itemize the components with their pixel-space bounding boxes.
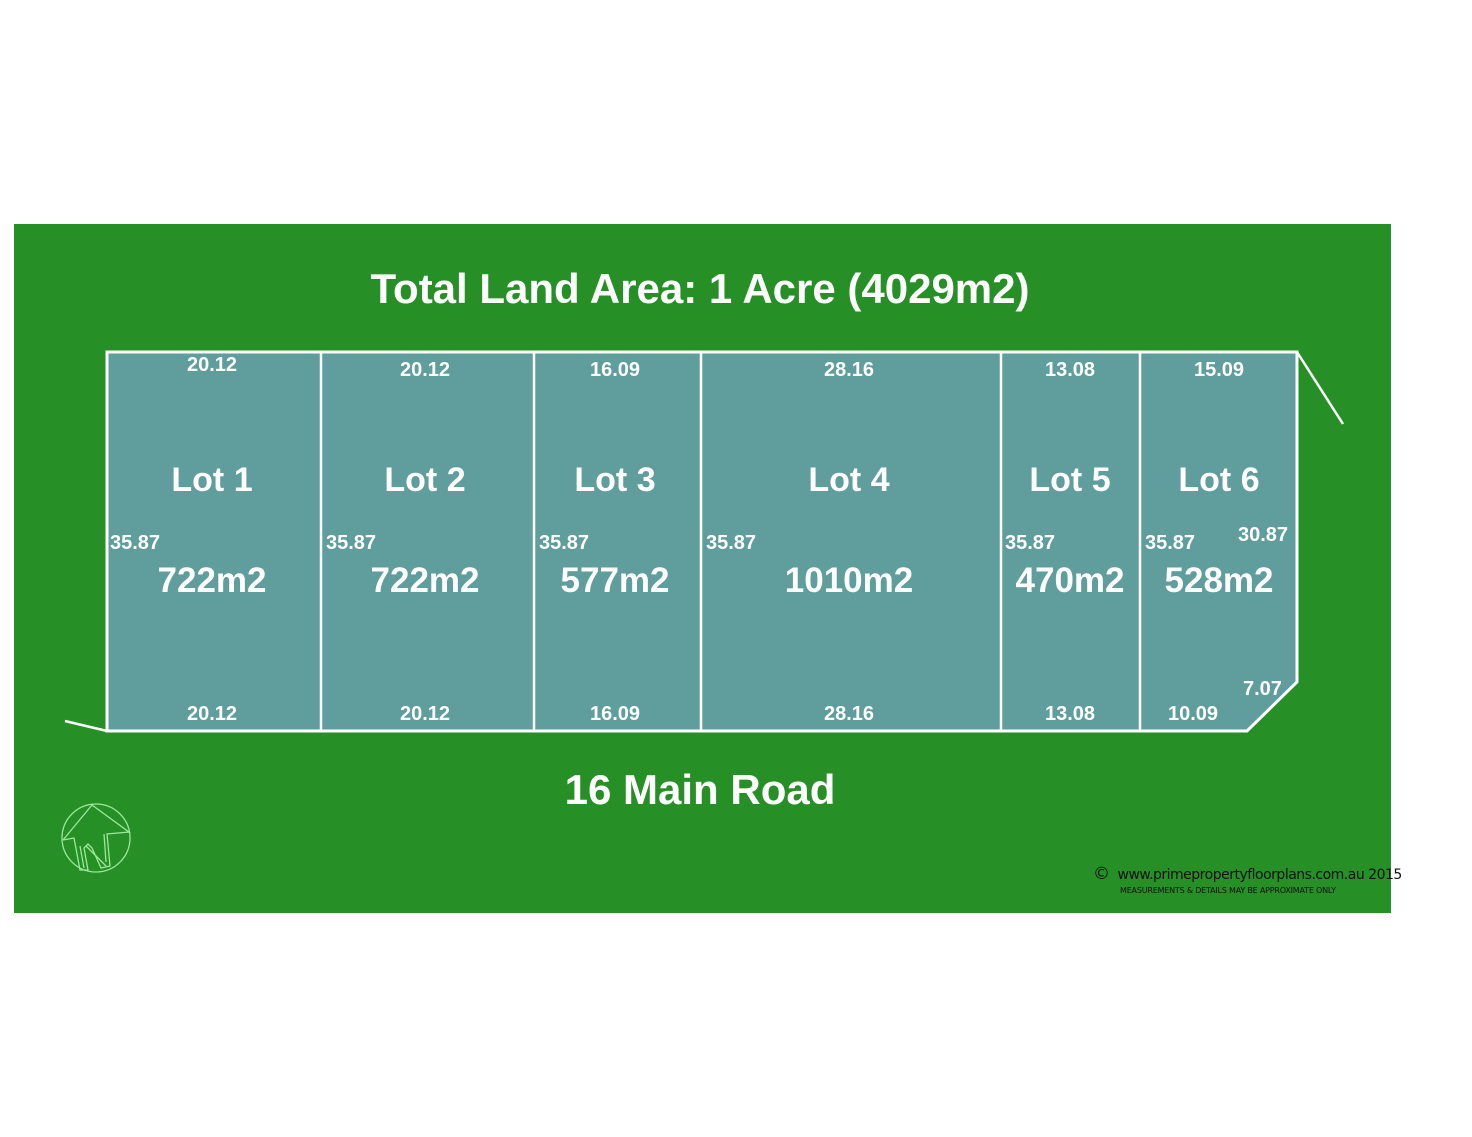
lot-name: Lot 2 (384, 461, 466, 499)
right-side-dimension: 30.87 (1238, 524, 1289, 546)
boundary-extension-right (1295, 351, 1345, 425)
road-label: 16 Main Road (564, 766, 836, 813)
side-dimension: 35.87 (1005, 532, 1056, 554)
north-arrow-icon (61, 803, 131, 873)
disclaimer-text: MEASUREMENTS & DETAILS MAY BE APPROXIMAT… (1120, 886, 1336, 895)
lot-name: Lot 5 (1029, 461, 1111, 499)
top-dimension: 28.16 (823, 359, 875, 381)
bottom-dimension: 20.12 (186, 703, 238, 725)
lot-name: Lot 6 (1178, 461, 1260, 499)
side-dimension: 35.87 (1145, 532, 1196, 554)
copyright-icon: © (1093, 864, 1110, 884)
bottom-dimension: 16.09 (589, 703, 641, 725)
side-dimension: 35.87 (110, 532, 161, 554)
top-dimension: 20.12 (186, 354, 238, 376)
copyright-line: © www.primepropertyfloorplans.com.au 2015 (1093, 864, 1402, 884)
side-dimension: 35.87 (326, 532, 377, 554)
boundary-extension-left (64, 719, 108, 733)
top-dimension: 15.09 (1193, 359, 1245, 381)
side-dimension: 35.87 (539, 532, 590, 554)
top-dimension: 20.12 (399, 359, 451, 381)
bottom-dimension: 20.12 (399, 703, 451, 725)
top-dimension: 16.09 (589, 359, 641, 381)
lot-name: Lot 4 (808, 461, 890, 499)
top-dimension: 13.08 (1044, 359, 1096, 381)
lot-area: 470m2 (1015, 561, 1125, 600)
side-dimension: 35.87 (706, 532, 757, 554)
bottom-dimension: 13.08 (1044, 703, 1096, 725)
page-title: Total Land Area: 1 Acre (4029m2) (370, 265, 1030, 312)
website-text: www.primepropertyfloorplans.com.au 2015 (1117, 867, 1403, 883)
lot-area: 722m2 (157, 561, 267, 600)
lot-name: Lot 3 (574, 461, 656, 499)
bottom-dimension: 28.16 (823, 703, 875, 725)
bottom-dimension: 10.09 (1167, 703, 1219, 725)
lot-name: Lot 1 (171, 461, 253, 499)
lot-area: 577m2 (560, 561, 670, 600)
lot-area: 528m2 (1164, 561, 1274, 600)
corner-dimension: 7.07 (1243, 678, 1282, 700)
lot-area: 722m2 (370, 561, 480, 600)
lot-area: 1010m2 (784, 561, 914, 600)
